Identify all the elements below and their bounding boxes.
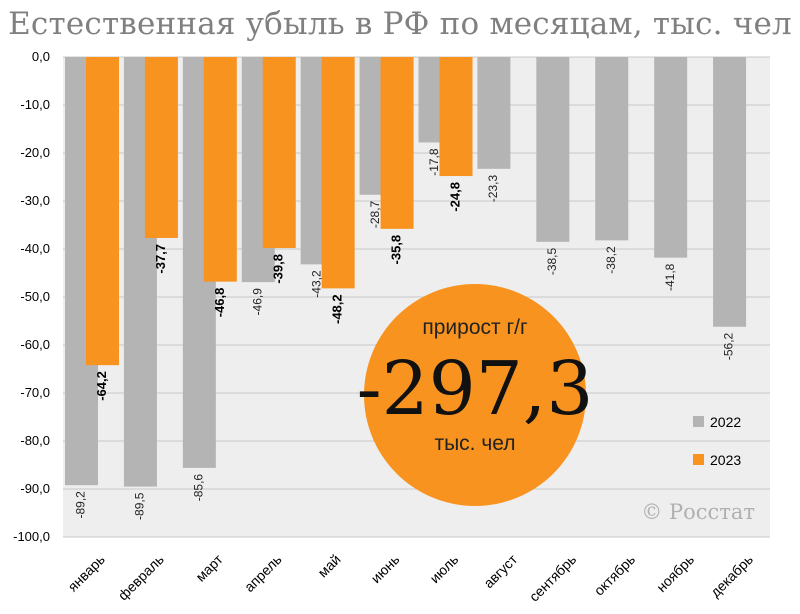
x-tick-label: август [480, 551, 520, 591]
data-label-2022-январь: -89,2 [74, 491, 88, 519]
bar-2022-август [477, 57, 511, 169]
x-tick-label: апрель [241, 551, 285, 595]
y-tick-label: -40,0 [20, 241, 50, 256]
bar-2022-сентябрь [536, 57, 570, 242]
data-label-2022-июль: -17,8 [427, 148, 441, 176]
data-label-2022-сентябрь: -38,5 [545, 247, 559, 275]
data-label-2022-октябрь: -38,2 [604, 246, 618, 274]
y-tick-label: 0,0 [32, 49, 50, 64]
x-tick-label: февраль [115, 551, 167, 603]
data-label-2023-апрель: -39,8 [271, 254, 286, 284]
legend-swatch-2023 [693, 454, 704, 465]
yoy-callout-unit: тыс. чел [434, 432, 515, 455]
y-tick-label: -70,0 [20, 385, 50, 400]
bar-2023-июнь [380, 57, 414, 229]
legend-swatch-2022 [693, 416, 704, 427]
data-label-2023-июнь: -35,8 [389, 235, 404, 265]
data-label-2023-январь: -64,2 [94, 371, 109, 401]
y-tick-label: -80,0 [20, 433, 50, 448]
bar-2023-июль [439, 57, 473, 177]
data-label-2022-декабрь: -56,2 [722, 332, 736, 360]
data-label-2023-март: -46,8 [212, 288, 227, 318]
data-label-2023-июль: -24,8 [447, 182, 462, 212]
x-tick-label: май [314, 551, 343, 580]
x-tick-label: сентябрь [526, 551, 579, 604]
chart-title: Естественная убыль в РФ по месяцам, тыс.… [8, 6, 792, 42]
x-tick-label: ноябрь [653, 551, 697, 595]
yoy-callout-value: -297,3 [357, 346, 594, 432]
bar-2022-октябрь [595, 57, 629, 241]
source-credit: © Росстат [641, 500, 755, 524]
y-tick-label: -90,0 [20, 481, 50, 496]
legend-label-2023: 2023 [710, 452, 741, 468]
y-tick-label: -30,0 [20, 193, 50, 208]
bar-2023-февраль [144, 57, 178, 238]
x-tick-label: октябрь [591, 551, 638, 598]
bar-2023-январь [86, 57, 119, 366]
yoy-callout-circle [364, 284, 586, 506]
yoy-callout: прирост г/г -297,3 тыс. чел [357, 284, 594, 506]
bar-2023-апрель [262, 57, 296, 249]
data-label-2022-май: -43,2 [309, 270, 323, 298]
legend-label-2022: 2022 [710, 414, 741, 430]
bar-2023-март [203, 57, 237, 282]
yoy-callout-caption: прирост г/г [422, 316, 528, 339]
x-tick-label: январь [64, 551, 107, 594]
data-label-2022-апрель: -46,9 [250, 288, 264, 316]
bar-2022-ноябрь [654, 57, 688, 258]
data-label-2022-август: -23,3 [486, 175, 500, 203]
data-label-2022-февраль: -89,5 [133, 492, 147, 520]
data-label-2023-февраль: -37,7 [153, 244, 168, 274]
data-label-2023-май: -48,2 [330, 294, 345, 324]
bar-2023-май [321, 57, 355, 289]
x-tick-label: июнь [368, 551, 403, 586]
data-label-2022-июнь: -28,7 [368, 200, 382, 228]
x-tick-label: март [192, 551, 226, 585]
x-tick-label: декабрь [707, 551, 756, 600]
y-tick-label: -20,0 [20, 145, 50, 160]
y-tick-label: -50,0 [20, 289, 50, 304]
x-tick-label: июль [426, 551, 461, 586]
bar-2022-декабрь [713, 57, 747, 327]
data-label-2022-ноябрь: -41,8 [663, 263, 677, 291]
y-tick-label: -60,0 [20, 337, 50, 352]
y-tick-label: -10,0 [20, 97, 50, 112]
data-label-2022-март: -85,6 [192, 474, 206, 502]
y-tick-label: -100,0 [13, 529, 50, 544]
